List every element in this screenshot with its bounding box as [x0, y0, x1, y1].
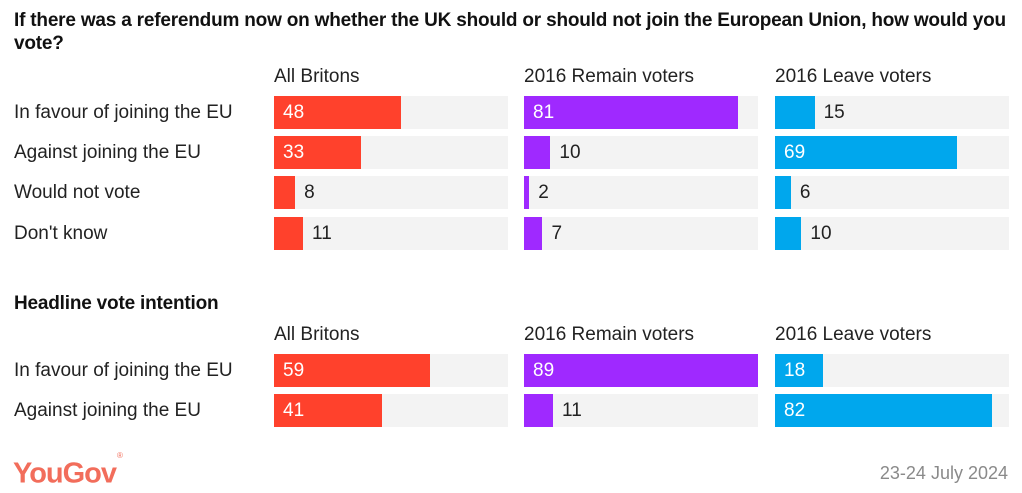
data-label: 33 [283, 142, 305, 163]
data-label: 41 [283, 400, 305, 421]
chart-title: If there was a referendum now on whether… [14, 10, 1006, 54]
registered-mark: ® [117, 451, 123, 460]
bar-track: 41 [274, 394, 508, 427]
bar [775, 176, 791, 209]
bar-track: 18 [775, 354, 1009, 387]
row-label: In favour of joining the EU [14, 360, 233, 381]
row-label: Against joining the EU [14, 400, 201, 421]
bar [524, 394, 554, 427]
bar-track: 82 [775, 394, 1009, 427]
row-label: Would not vote [14, 182, 141, 203]
brand-name: YouGov [13, 457, 117, 490]
bar-track: 8 [274, 176, 508, 209]
bar [274, 96, 401, 129]
bar-track: 89 [524, 354, 758, 387]
bar [524, 136, 551, 169]
data-label: 15 [823, 102, 845, 123]
bar-track: 59 [274, 354, 508, 387]
bar [775, 354, 823, 387]
bar-track: 11 [524, 394, 758, 427]
bar-track: 7 [524, 217, 758, 250]
column-header: 2016 Leave voters [775, 324, 932, 345]
bar-track: 10 [524, 136, 758, 169]
bar-track: 15 [775, 96, 1009, 129]
data-label: 8 [304, 182, 315, 203]
bar [775, 96, 815, 129]
headline-section-title: Headline vote intention [14, 293, 219, 314]
bar [775, 217, 802, 250]
bar [274, 176, 296, 209]
column-header: All Britons [274, 324, 360, 345]
bar [524, 217, 543, 250]
column-header: 2016 Remain voters [524, 324, 695, 345]
column-header: 2016 Leave voters [775, 66, 932, 87]
data-label: 89 [533, 360, 555, 381]
bar [524, 96, 738, 129]
data-label: 2 [538, 182, 549, 203]
data-label: 18 [784, 360, 806, 381]
bar-track: 69 [775, 136, 1009, 169]
data-label: 48 [283, 102, 305, 123]
bar [274, 394, 383, 427]
data-label: 11 [312, 223, 332, 244]
data-label: 10 [559, 142, 581, 163]
bar-track: 10 [775, 217, 1009, 250]
bar [775, 394, 992, 427]
data-label: 7 [551, 223, 563, 244]
yougov-logo: YouGov® [13, 451, 123, 490]
column-header: 2016 Remain voters [524, 66, 695, 87]
column-header: All Britons [274, 66, 360, 87]
bar-track: 11 [274, 217, 508, 250]
row-label: In favour of joining the EU [14, 102, 233, 123]
data-label: 69 [784, 142, 806, 163]
bar-track: 33 [274, 136, 508, 169]
row-label: Don't know [14, 223, 108, 244]
bar-track: 81 [524, 96, 758, 129]
bar-track: 6 [775, 176, 1009, 209]
data-label: 11 [562, 400, 582, 421]
bar [274, 217, 304, 250]
bar [524, 176, 530, 209]
bar-track: 48 [274, 96, 508, 129]
data-label: 81 [533, 102, 555, 123]
data-label: 6 [799, 182, 811, 203]
bar [524, 354, 758, 387]
survey-date: 23-24 July 2024 [879, 463, 1008, 483]
bar-track: 2 [524, 176, 758, 209]
row-label: Against joining the EU [14, 142, 201, 163]
bar [274, 136, 362, 169]
bar [274, 354, 430, 387]
data-label: 10 [810, 223, 832, 244]
bar [775, 136, 958, 169]
data-label: 59 [283, 360, 305, 381]
data-label: 82 [784, 400, 806, 421]
